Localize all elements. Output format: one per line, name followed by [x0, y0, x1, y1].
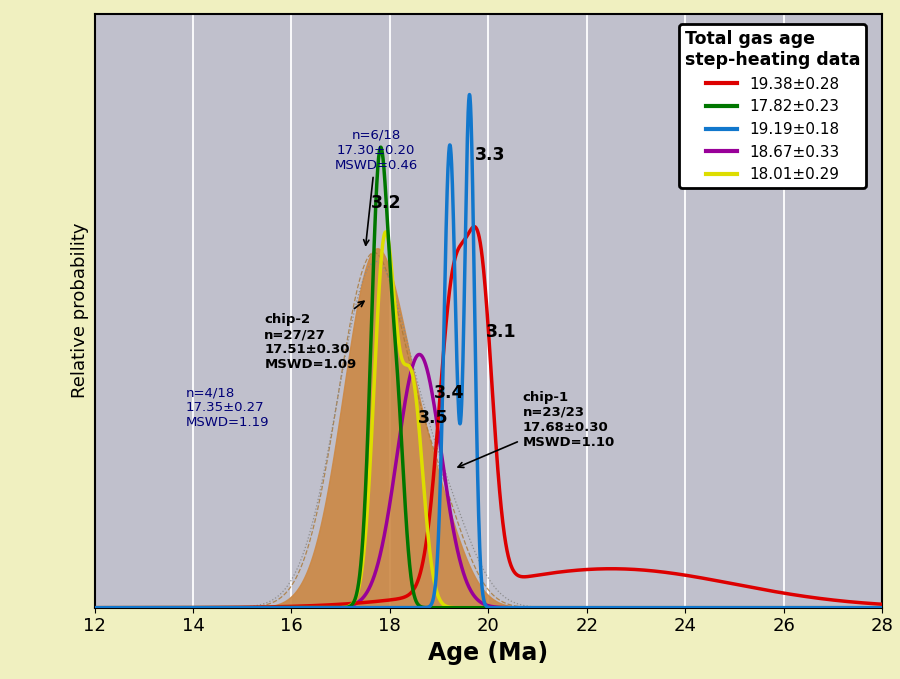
Text: 3.4: 3.4 [434, 384, 464, 402]
Text: 3.3: 3.3 [474, 146, 505, 164]
Text: chip-2
n=27/27
17.51±0.30
MSWD=1.09: chip-2 n=27/27 17.51±0.30 MSWD=1.09 [265, 301, 364, 371]
Text: n=6/18
17.30±0.20
MSWD=0.46: n=6/18 17.30±0.20 MSWD=0.46 [335, 129, 418, 245]
Text: 3.1: 3.1 [486, 323, 517, 342]
Text: chip-1
n=23/23
17.68±0.30
MSWD=1.10: chip-1 n=23/23 17.68±0.30 MSWD=1.10 [458, 391, 615, 467]
Y-axis label: Relative probability: Relative probability [71, 223, 89, 399]
Text: 3.5: 3.5 [418, 409, 449, 426]
X-axis label: Age (Ma): Age (Ma) [428, 641, 548, 665]
Text: n=4/18
17.35±0.27
MSWD=1.19: n=4/18 17.35±0.27 MSWD=1.19 [185, 386, 269, 429]
Text: 3.2: 3.2 [371, 194, 401, 213]
Legend: 19.38±0.28, 17.82±0.23, 19.19±0.18, 18.67±0.33, 18.01±0.29: 19.38±0.28, 17.82±0.23, 19.19±0.18, 18.6… [679, 24, 867, 188]
